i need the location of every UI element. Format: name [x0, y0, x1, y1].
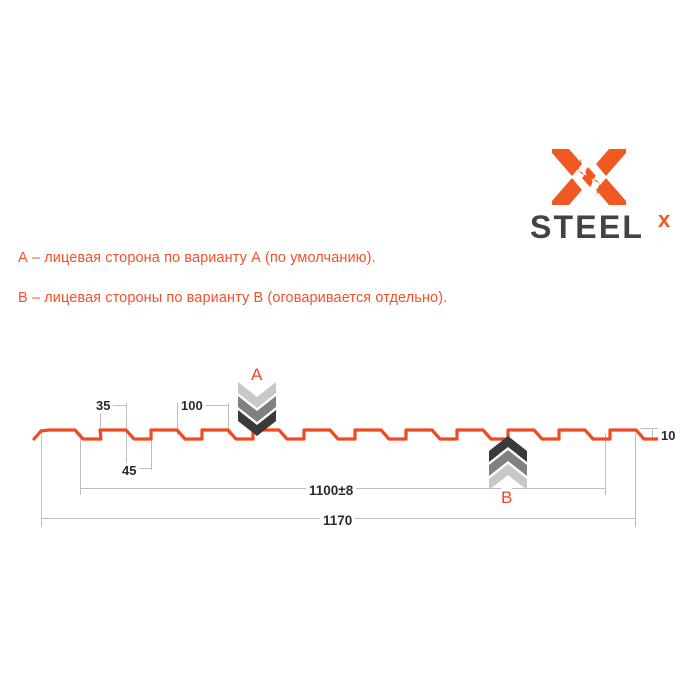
dimension-label-valley-width: 45 [119, 463, 140, 478]
legend-variant-a: А – лицевая сторона по варианту А (по ум… [18, 250, 376, 266]
marker-a-chevron-down-triple-icon [238, 382, 276, 436]
brand-wordmark: STEEL x [530, 207, 671, 245]
brand-logo: STEEL x [530, 145, 690, 250]
marker-label-b: В [501, 488, 513, 508]
brand-superscript-text: x [658, 207, 671, 232]
brand-name-text: STEEL [530, 209, 644, 245]
dimension-label-pitch: 100 [178, 398, 206, 413]
marker-b-chevron-up-triple-icon [489, 436, 527, 490]
marker-label-a: А [251, 365, 263, 385]
legend-variant-b: В – лицевая стороны по варианту В (огова… [18, 290, 448, 306]
dimension-label-useful-width: 1100±8 [306, 483, 357, 498]
profile-cross-section [32, 428, 670, 441]
dimension-label-crest-width: 35 [93, 398, 114, 413]
steelx-x-logo-icon [552, 149, 626, 205]
dimension-label-height: 10 [658, 428, 679, 443]
dimension-label-total-width: 1170 [320, 513, 356, 528]
